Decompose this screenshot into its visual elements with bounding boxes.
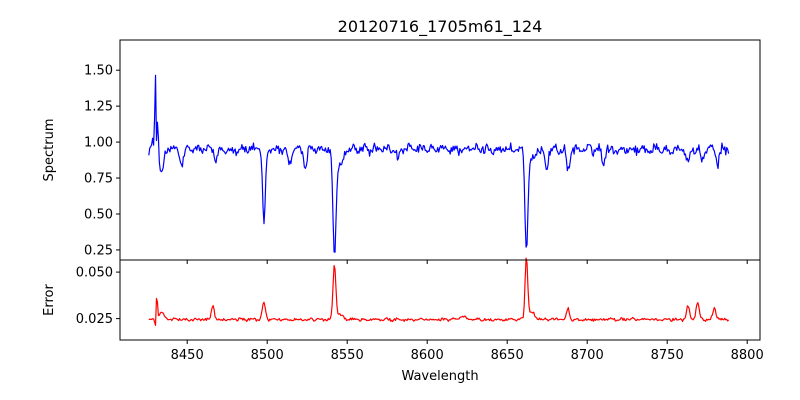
x-tick-label: 8600	[411, 348, 444, 363]
error-y-tick-label: 0.050	[76, 266, 113, 281]
x-tick-label: 8800	[731, 348, 764, 363]
spectrum-series-group	[148, 74, 730, 253]
error-y-axis-label: Error	[42, 284, 57, 316]
x-tick-label: 8550	[331, 348, 364, 363]
error-series-group	[148, 257, 730, 326]
spectrum-y-tick-label: 0.25	[84, 243, 113, 258]
error-y-ticks: 0.025 0.050	[76, 266, 120, 327]
spectrum-line	[148, 74, 730, 253]
x-axis-label: Wavelength	[401, 369, 478, 384]
chart-title: 20120716_1705m61_124	[338, 17, 543, 37]
error-line	[148, 257, 730, 326]
x-tick-label: 8700	[571, 348, 604, 363]
error-panel-frame	[119, 259, 761, 341]
x-tick-label: 8500	[251, 348, 284, 363]
spectrum-y-tick-label: 1.25	[84, 100, 113, 115]
spectrum-y-tick-label: 0.75	[84, 172, 113, 187]
spectrum-panel: 0.25 0.50 0.75 1.00 1.25 1.50 Spectrum	[42, 39, 761, 264]
x-tick-label: 8450	[171, 348, 204, 363]
spectrum-y-tick-label: 1.50	[84, 64, 113, 79]
spectrum-y-tick-label: 1.00	[84, 136, 113, 151]
error-y-tick-label: 0.025	[76, 312, 113, 327]
x-tick-label: 8750	[651, 348, 684, 363]
spectrum-x-ticks	[186, 260, 748, 264]
spectrum-y-ticks: 0.25 0.50 0.75 1.00 1.25 1.50	[84, 64, 120, 258]
spectrum-y-tick-label: 0.50	[84, 207, 113, 222]
spectrum-y-axis-label: Spectrum	[42, 119, 57, 182]
error-x-ticks: 8450 8500 8550 8600 8650 8700 8750 8800	[171, 340, 764, 363]
x-tick-label: 8650	[491, 348, 524, 363]
